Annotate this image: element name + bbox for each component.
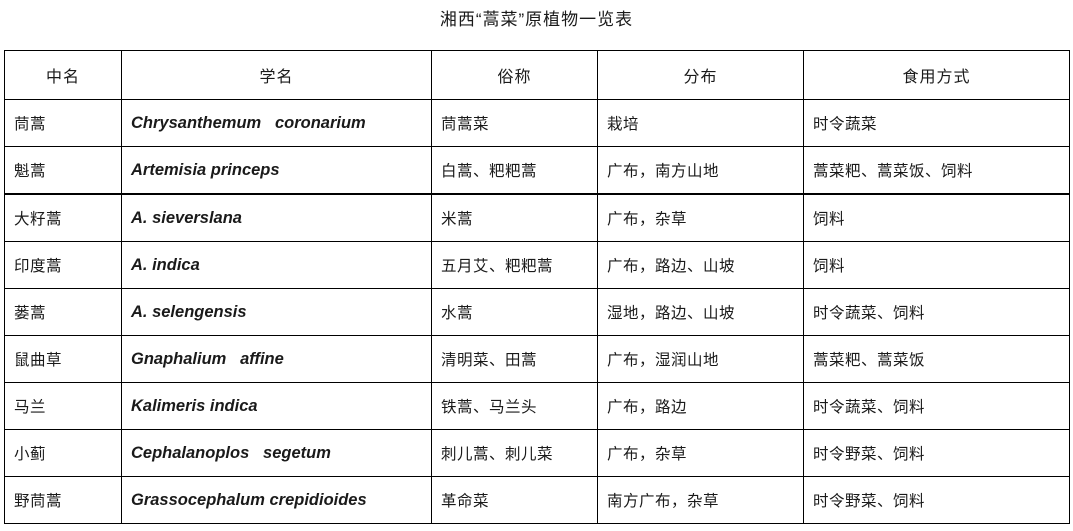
cell-xueming: A. selengensis <box>121 288 432 336</box>
cell-xueming: Chrysanthemum coronarium <box>121 99 432 147</box>
cell-zhongming: 茼蒿 <box>4 99 122 147</box>
table-row: 小蓟 Cephalanoplos segetum 刺儿蒿、刺儿菜 广布，杂草 时… <box>4 429 1070 477</box>
cell-suchen: 白蒿、粑粑蒿 <box>431 146 598 195</box>
cell-fenbu: 广布，南方山地 <box>597 146 804 195</box>
cell-xueming: Grassocephalum crepidioides <box>121 476 432 524</box>
cell-xueming: Artemisia princeps <box>121 146 432 195</box>
cell-xueming: Kalimeris indica <box>121 382 432 430</box>
cell-shiyong: 蒿菜粑、蒿菜饭、饲料 <box>803 146 1070 195</box>
column-header-zhongming: 中名 <box>4 50 122 100</box>
cell-fenbu: 湿地，路边、山坡 <box>597 288 804 336</box>
cell-shiyong: 饲料 <box>803 193 1070 242</box>
cell-shiyong: 饲料 <box>803 241 1070 289</box>
cell-fenbu: 广布，路边、山坡 <box>597 241 804 289</box>
cell-xueming: A. sieverslana <box>121 193 432 242</box>
table-row: 茼蒿 Chrysanthemum coronarium 茼蒿菜 栽培 时令蔬菜 <box>4 99 1070 147</box>
cell-zhongming: 野茼蒿 <box>4 476 122 524</box>
cell-fenbu: 南方广布，杂草 <box>597 476 804 524</box>
cell-fenbu: 广布，路边 <box>597 382 804 430</box>
table-row: 印度蒿 A. indica 五月艾、粑粑蒿 广布，路边、山坡 饲料 <box>4 241 1070 289</box>
cell-xueming: Cephalanoplos segetum <box>121 429 432 477</box>
plant-species-table: 中名 学名 俗称 分布 食用方式 茼蒿 Chrysanthemum corona… <box>4 50 1070 524</box>
cell-suchen: 水蒿 <box>431 288 598 336</box>
cell-zhongming: 蒌蒿 <box>4 288 122 336</box>
table-header-row: 中名 学名 俗称 分布 食用方式 <box>4 50 1070 100</box>
cell-suchen: 刺儿蒿、刺儿菜 <box>431 429 598 477</box>
cell-fenbu: 栽培 <box>597 99 804 147</box>
table-container: 中名 学名 俗称 分布 食用方式 茼蒿 Chrysanthemum corona… <box>0 50 1073 524</box>
column-header-suchen: 俗称 <box>431 50 598 100</box>
cell-fenbu: 广布，湿润山地 <box>597 335 804 383</box>
table-header: 中名 学名 俗称 分布 食用方式 <box>4 50 1070 100</box>
cell-suchen: 五月艾、粑粑蒿 <box>431 241 598 289</box>
cell-shiyong: 时令蔬菜、饲料 <box>803 288 1070 336</box>
table-row: 蒌蒿 A. selengensis 水蒿 湿地，路边、山坡 时令蔬菜、饲料 <box>4 288 1070 336</box>
column-header-shiyong: 食用方式 <box>803 50 1070 100</box>
cell-xueming: A. indica <box>121 241 432 289</box>
table-row: 大籽蒿 A. sieverslana 米蒿 广布，杂草 饲料 <box>4 193 1070 242</box>
column-header-xueming: 学名 <box>121 50 432 100</box>
table-row: 鼠曲草 Gnaphalium affine 清明菜、田蒿 广布，湿润山地 蒿菜粑… <box>4 335 1070 383</box>
cell-zhongming: 大籽蒿 <box>4 193 122 242</box>
cell-shiyong: 蒿菜粑、蒿菜饭 <box>803 335 1070 383</box>
cell-shiyong: 时令蔬菜、饲料 <box>803 382 1070 430</box>
cell-shiyong: 时令蔬菜 <box>803 99 1070 147</box>
cell-suchen: 清明菜、田蒿 <box>431 335 598 383</box>
cell-shiyong: 时令野菜、饲料 <box>803 476 1070 524</box>
cell-zhongming: 鼠曲草 <box>4 335 122 383</box>
cell-xueming: Gnaphalium affine <box>121 335 432 383</box>
cell-zhongming: 印度蒿 <box>4 241 122 289</box>
cell-suchen: 茼蒿菜 <box>431 99 598 147</box>
table-body: 茼蒿 Chrysanthemum coronarium 茼蒿菜 栽培 时令蔬菜 … <box>4 99 1070 524</box>
cell-suchen: 米蒿 <box>431 193 598 242</box>
cell-suchen: 革命菜 <box>431 476 598 524</box>
cell-zhongming: 马兰 <box>4 382 122 430</box>
cell-zhongming: 魁蒿 <box>4 146 122 195</box>
column-header-fenbu: 分布 <box>597 50 804 100</box>
cell-fenbu: 广布，杂草 <box>597 429 804 477</box>
table-row: 魁蒿 Artemisia princeps 白蒿、粑粑蒿 广布，南方山地 蒿菜粑… <box>4 146 1070 195</box>
cell-suchen: 铁蒿、马兰头 <box>431 382 598 430</box>
cell-zhongming: 小蓟 <box>4 429 122 477</box>
cell-fenbu: 广布，杂草 <box>597 193 804 242</box>
table-row: 马兰 Kalimeris indica 铁蒿、马兰头 广布，路边 时令蔬菜、饲料 <box>4 382 1070 430</box>
table-row: 野茼蒿 Grassocephalum crepidioides 革命菜 南方广布… <box>4 476 1070 524</box>
cell-shiyong: 时令野菜、饲料 <box>803 429 1070 477</box>
page-title: 湘西“蒿菜”原植物一览表 <box>439 10 634 29</box>
